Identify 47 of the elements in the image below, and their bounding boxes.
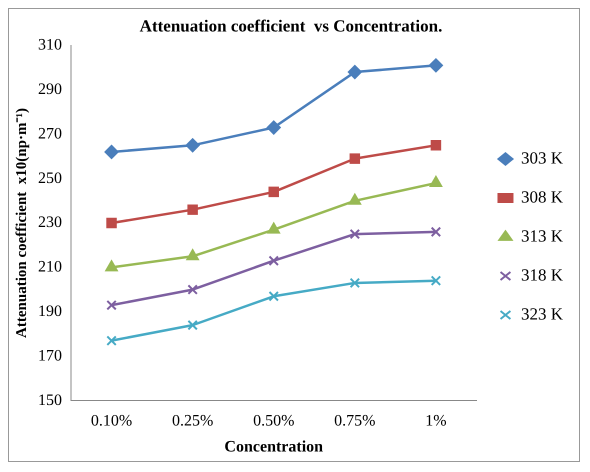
point bbox=[348, 194, 362, 205]
point bbox=[106, 300, 117, 310]
y-tick-label: 170 bbox=[38, 347, 62, 364]
y-tick-label: 190 bbox=[38, 303, 62, 320]
y-tick-label: 250 bbox=[38, 170, 62, 187]
point bbox=[430, 176, 442, 188]
x-axis-title: Concentration bbox=[224, 438, 324, 456]
y-axis-title: Attenuation coefficient x10(np·m⁻¹) bbox=[14, 108, 30, 338]
point bbox=[268, 186, 279, 198]
point bbox=[186, 138, 200, 152]
y-tick-label: 150 bbox=[38, 392, 62, 409]
y-tick-label: 310 bbox=[38, 36, 62, 54]
legend-label: 308 K bbox=[520, 187, 564, 206]
x-tick-label: 0.75% bbox=[334, 412, 376, 430]
legend-label: 303 K bbox=[520, 148, 564, 168]
point bbox=[350, 278, 360, 288]
chart-title: Attenuation coefficient vs Concentration. bbox=[140, 16, 442, 36]
y-tick-label: 290 bbox=[38, 81, 62, 98]
point bbox=[187, 284, 198, 295]
point bbox=[104, 144, 119, 159]
y-tick-label: 230 bbox=[38, 214, 62, 232]
y-tick-label: 270 bbox=[38, 125, 62, 142]
point bbox=[348, 65, 362, 80]
legend-label: 313 K bbox=[520, 226, 564, 246]
point bbox=[268, 291, 279, 302]
point bbox=[106, 335, 117, 346]
point bbox=[430, 275, 442, 286]
y-tick-label: 210 bbox=[38, 258, 62, 276]
x-tick-label: 0.10% bbox=[90, 412, 132, 430]
point bbox=[430, 226, 442, 238]
x-tick-label: 0.25% bbox=[172, 412, 214, 430]
point bbox=[186, 249, 199, 260]
point bbox=[187, 204, 198, 215]
point bbox=[430, 140, 442, 151]
point bbox=[428, 58, 443, 72]
x-tick-label: 0.50% bbox=[253, 412, 294, 430]
point bbox=[350, 228, 360, 240]
point bbox=[268, 256, 279, 266]
point bbox=[268, 222, 280, 234]
point bbox=[350, 153, 360, 164]
point bbox=[106, 218, 117, 228]
x-tick-label: 1% bbox=[425, 412, 447, 430]
point bbox=[187, 320, 198, 330]
legend-label: 323 K bbox=[520, 304, 564, 324]
legend-label: 318 K bbox=[520, 265, 564, 284]
point bbox=[266, 120, 281, 135]
point bbox=[105, 260, 118, 272]
